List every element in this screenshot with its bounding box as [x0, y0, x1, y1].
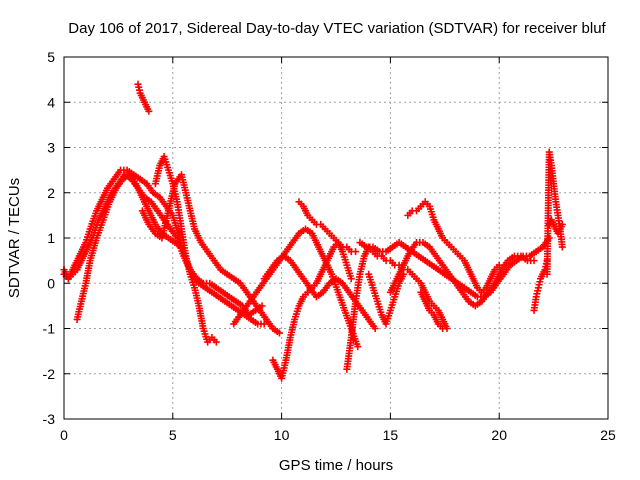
y-tick-label: 4	[47, 94, 55, 110]
x-tick-label: 25	[600, 427, 616, 443]
axis-ticks: 0 5 10 15 20 25 -3 -2 -1 0 1 2 3 4 5	[43, 49, 616, 443]
data-point	[354, 343, 362, 351]
x-tick-label: 15	[383, 427, 399, 443]
series-track-8	[269, 239, 355, 382]
data-point	[558, 220, 566, 228]
y-tick-label: -3	[43, 411, 56, 427]
series-track-16	[417, 288, 447, 332]
chart-title: Day 106 of 2017, Sidereal Day-to-day VTE…	[68, 20, 606, 37]
data-point	[558, 243, 566, 251]
data-point	[399, 270, 407, 278]
data-point	[145, 107, 153, 115]
series-track-10	[295, 198, 360, 256]
y-tick-label: 0	[47, 275, 55, 291]
series-track-13	[386, 239, 538, 310]
series-track-15	[365, 270, 407, 328]
x-axis-label: GPS time / hours	[279, 457, 393, 474]
series-track-9	[260, 252, 379, 332]
x-tick-label: 5	[169, 427, 177, 443]
x-tick-label: 0	[60, 427, 68, 443]
data-point	[495, 261, 503, 269]
data-point	[212, 338, 220, 346]
series-track-4	[134, 80, 153, 115]
data-point	[347, 275, 355, 283]
y-tick-label: 2	[47, 185, 55, 201]
data-point	[371, 325, 379, 332]
data-point	[275, 329, 283, 337]
x-tick-label: 10	[274, 427, 290, 443]
y-tick-label: 3	[47, 140, 55, 156]
data-point	[530, 257, 538, 265]
y-tick-label: 1	[47, 230, 55, 246]
series-track-19	[545, 216, 566, 237]
y-tick-label: -1	[43, 321, 56, 337]
y-axis-label: SDTVAR / TECUs	[6, 178, 23, 298]
data-point	[439, 325, 447, 332]
data-point	[352, 248, 360, 256]
y-tick-label: 5	[47, 49, 55, 65]
series-track-14	[404, 198, 503, 296]
x-tick-label: 20	[491, 427, 507, 443]
y-tick-label: -2	[43, 366, 56, 382]
